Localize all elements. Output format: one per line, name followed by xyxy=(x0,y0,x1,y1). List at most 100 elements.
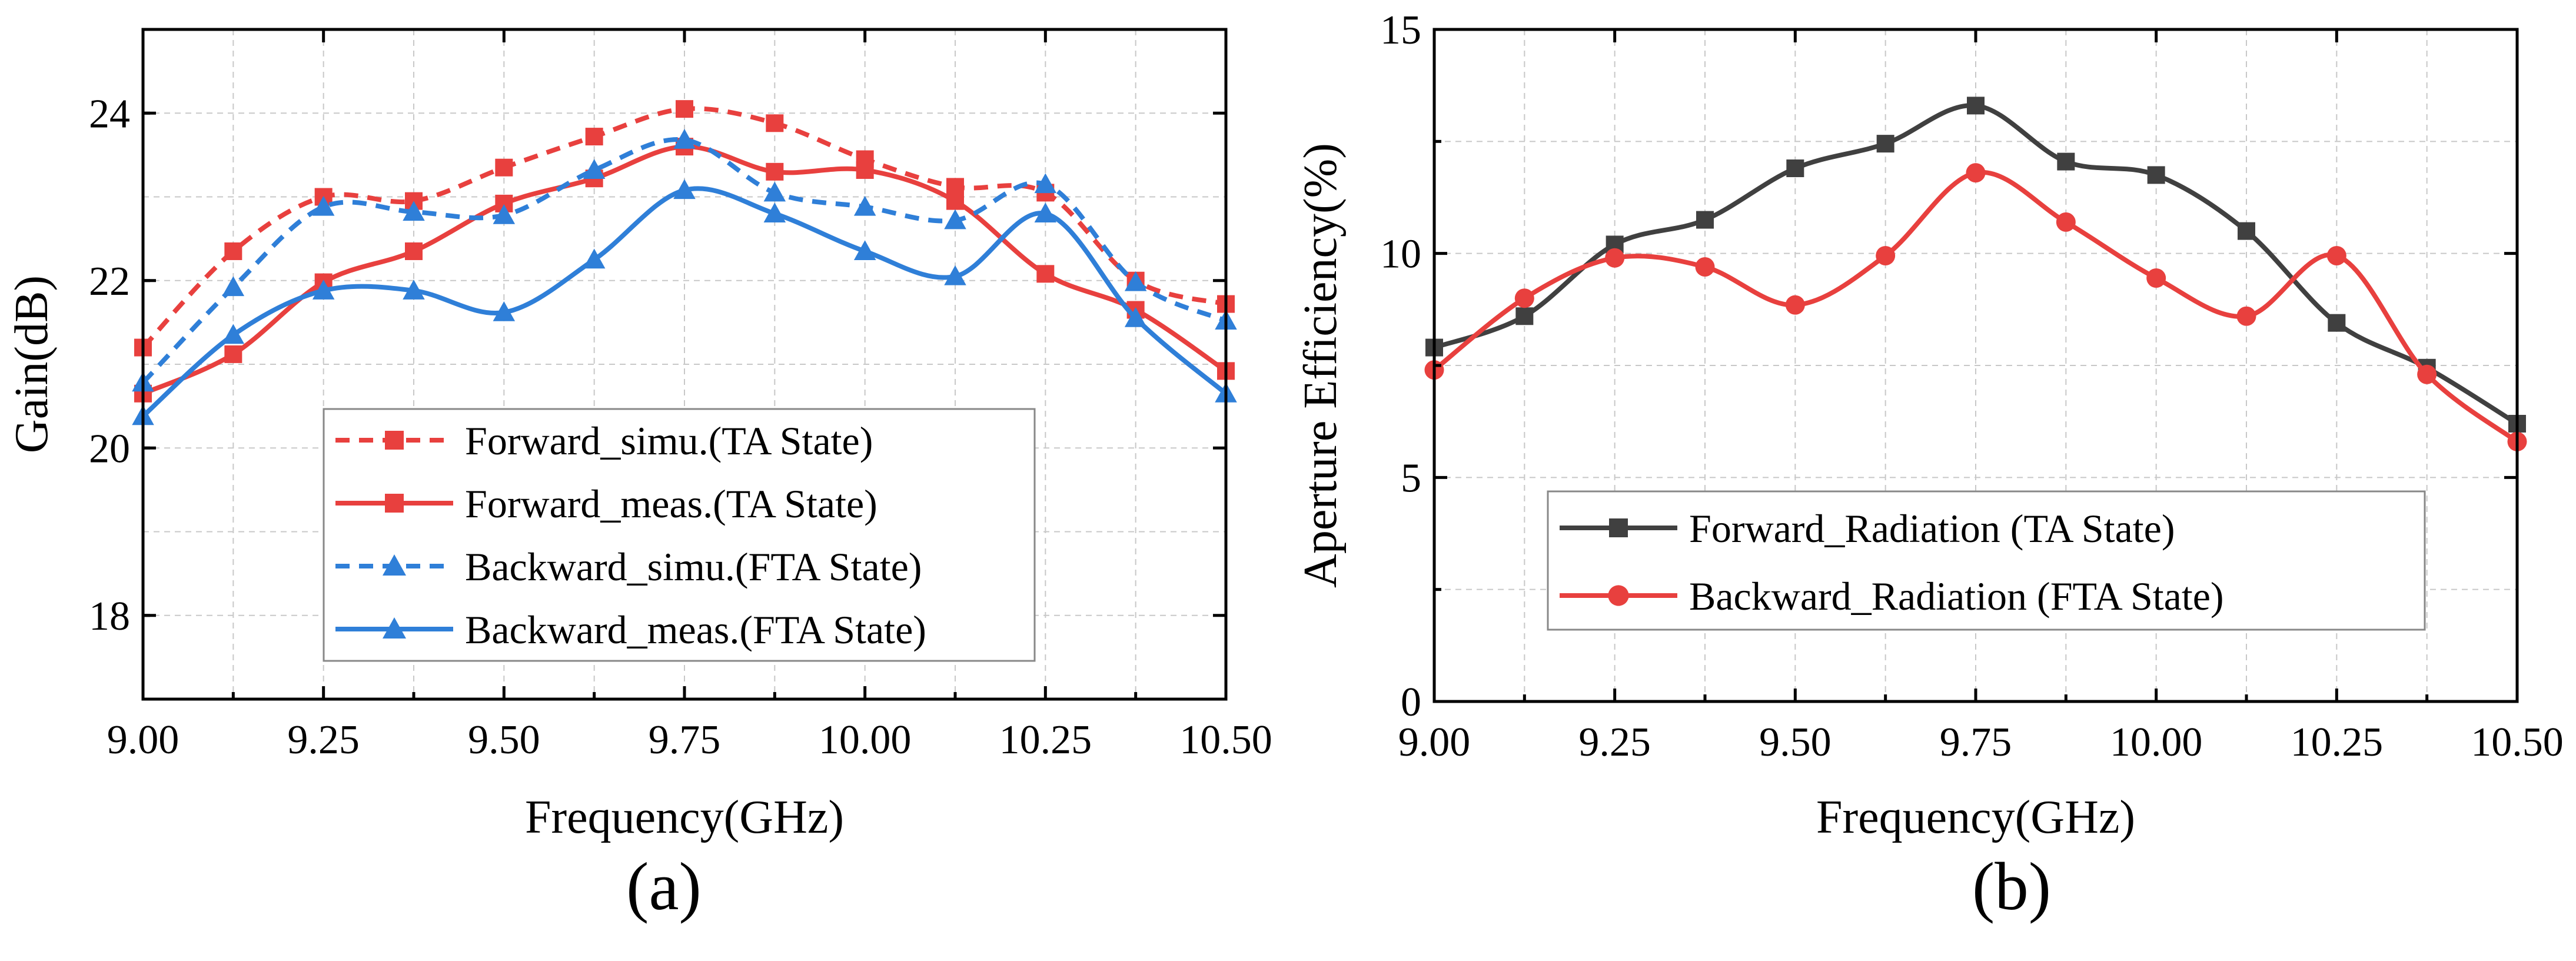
x-tick-label: 9.75 xyxy=(649,717,721,763)
legend-label: Forward_meas.(TA State) xyxy=(465,481,877,526)
y-tick-label: 15 xyxy=(1380,8,1421,53)
legend: Forward_simu.(TA State) Forward_meas.(TA … xyxy=(323,408,1036,662)
data-point xyxy=(403,201,425,221)
data-point xyxy=(312,195,335,216)
data-point xyxy=(2146,268,2166,288)
data-point xyxy=(1034,173,1057,194)
x-tick-label: 10.50 xyxy=(1179,717,1272,763)
legend-label: Backward_meas.(FTA State) xyxy=(465,607,926,652)
y-tick-label: 20 xyxy=(89,426,130,471)
data-point xyxy=(1124,271,1147,291)
y-tick-label: 10 xyxy=(1380,232,1421,277)
data-point xyxy=(583,159,606,179)
legend-marker xyxy=(385,431,404,450)
aperture-efficiency-chart-panel: 9.00 9.25 9.50 9.75 10.00 10.25 10.50 0 5 10 15 Fr… xyxy=(1295,8,2564,924)
data-point xyxy=(493,204,516,224)
x-tick-label: 10.00 xyxy=(819,717,912,763)
data-point xyxy=(493,301,516,321)
legend: Forward_Radiation (TA State) Backward_Rad… xyxy=(1547,490,2426,631)
legend-marker xyxy=(385,494,404,513)
legend-marker xyxy=(383,554,406,576)
data-point xyxy=(1036,265,1055,283)
x-tick-label: 9.00 xyxy=(107,717,180,763)
data-point xyxy=(1966,163,1986,183)
data-point xyxy=(853,240,876,260)
data-point xyxy=(946,192,964,210)
data-point xyxy=(2056,212,2076,232)
legend-label: Backward_Radiation (FTA State) xyxy=(1689,574,2224,619)
data-point xyxy=(1695,257,1715,277)
legend-marker xyxy=(383,617,406,639)
data-point xyxy=(853,195,876,216)
x-tick-label: 10.25 xyxy=(999,717,1092,763)
y-tick-label: 18 xyxy=(89,594,130,639)
data-point xyxy=(1514,288,1534,308)
y-tick-label: 24 xyxy=(89,91,130,137)
data-point xyxy=(1515,307,1534,325)
data-point xyxy=(405,242,423,260)
data-point xyxy=(2417,364,2437,384)
x-tick-label: 10.25 xyxy=(2291,720,2384,765)
data-point xyxy=(1786,159,1804,178)
data-point xyxy=(1785,295,1805,315)
x-tick-label: 10.50 xyxy=(2471,720,2564,765)
y-axis-label: Aperture Efficiency(%) xyxy=(1295,143,1347,588)
data-point xyxy=(224,345,242,363)
y-axis-label: Gain(dB) xyxy=(6,275,58,453)
data-point xyxy=(1876,135,1894,153)
data-point xyxy=(585,128,603,146)
panel-caption: (a) xyxy=(626,849,702,924)
y-tick-label: 22 xyxy=(89,259,130,304)
x-axis-label: Frequency(GHz) xyxy=(525,792,844,843)
data-point xyxy=(222,324,245,344)
data-point xyxy=(673,129,696,149)
data-point xyxy=(763,202,786,222)
data-point xyxy=(766,114,784,132)
y-tick-label: 5 xyxy=(1401,455,1421,501)
legend-marker xyxy=(1608,585,1629,606)
data-point xyxy=(676,100,693,118)
data-point xyxy=(2326,245,2346,265)
y-tick-label: 0 xyxy=(1401,680,1421,725)
gain-chart-panel: 9.00 9.25 9.50 9.75 10.00 10.25 10.5018202224 … xyxy=(6,28,1272,924)
data-point xyxy=(2328,314,2346,332)
data-point xyxy=(312,280,335,300)
data-point xyxy=(766,162,784,181)
data-point xyxy=(224,242,242,260)
data-point xyxy=(1967,97,1985,115)
data-point xyxy=(2238,222,2255,240)
data-point xyxy=(1034,202,1057,222)
x-tick-label: 9.00 xyxy=(1398,720,1471,765)
data-point xyxy=(856,161,874,179)
data-point xyxy=(673,179,696,199)
data-point xyxy=(944,265,966,285)
series-0 xyxy=(1425,97,2526,433)
legend-marker xyxy=(1609,518,1628,537)
data-point xyxy=(495,158,513,177)
legend-label: Backward_simu.(FTA State) xyxy=(465,544,922,589)
data-point xyxy=(2057,152,2075,171)
x-tick-label: 9.50 xyxy=(1759,720,1832,765)
data-point xyxy=(2147,166,2165,184)
series-1 xyxy=(1424,163,2527,451)
data-point xyxy=(763,181,786,202)
data-point xyxy=(1124,307,1147,327)
x-axis-label: Frequency(GHz) xyxy=(1816,792,2135,843)
data-point xyxy=(1876,245,1896,265)
data-point xyxy=(583,248,606,269)
data-point xyxy=(403,280,425,300)
data-point xyxy=(222,276,245,297)
data-point xyxy=(944,209,966,230)
x-tick-label: 10.00 xyxy=(2110,720,2203,765)
legend-label: Forward_Radiation (TA State) xyxy=(1689,506,2175,551)
x-tick-label: 9.25 xyxy=(1578,720,1651,765)
data-point xyxy=(1696,211,1714,229)
legend-label: Forward_simu.(TA State) xyxy=(465,418,873,463)
data-point xyxy=(1605,248,1625,268)
x-tick-label: 9.50 xyxy=(468,717,540,763)
x-tick-label: 9.25 xyxy=(287,717,360,763)
x-tick-label: 9.75 xyxy=(1940,720,2012,765)
data-point xyxy=(2236,306,2256,326)
panel-caption: (b) xyxy=(1972,849,2051,924)
